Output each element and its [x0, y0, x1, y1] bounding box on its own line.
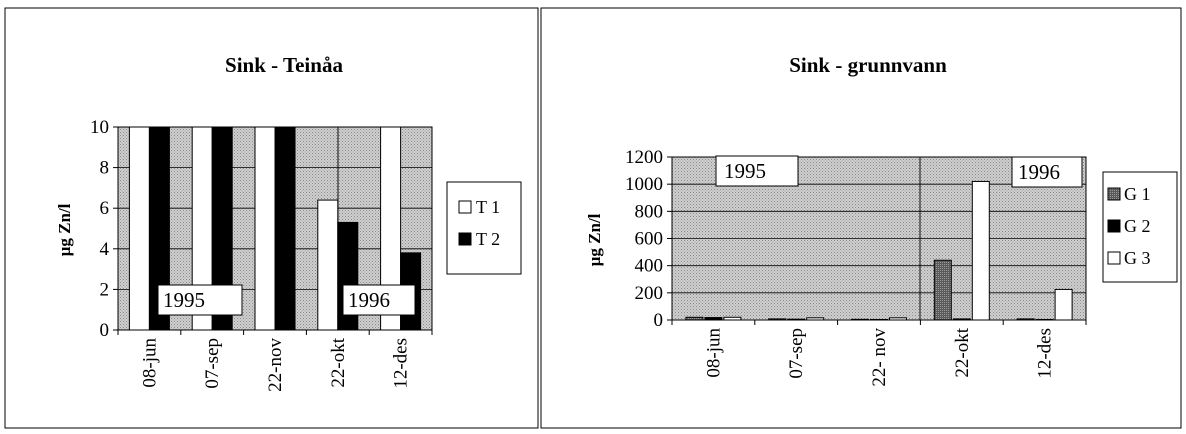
legend-1: T 1 T 2: [446, 181, 522, 275]
legend-2: G 1 G 2 G 3: [1102, 171, 1178, 283]
bar-g2-3: [952, 318, 971, 321]
legend-swatch-t2: [458, 232, 472, 246]
bar-g1-0: [685, 316, 704, 321]
y-tick-label: 1200: [625, 147, 663, 168]
svg-text:1995: 1995: [163, 288, 205, 312]
chart-title-1: Sink - Teinåa: [225, 53, 343, 77]
x-tick-label: 08-jun: [703, 328, 724, 378]
bar-t2-1: [211, 126, 233, 331]
legend-swatch-g3: [1107, 251, 1121, 265]
x-tick-label: 22-okt: [952, 327, 973, 377]
x-tick-label: 22-okt: [328, 337, 349, 387]
bar-t1-2: [254, 126, 276, 331]
legend-label-t2: T 2: [476, 229, 500, 249]
legend-label-g2: G 2: [1124, 216, 1151, 236]
y-tick-label: 4: [100, 239, 110, 260]
x-tick-label: 08-jun: [139, 338, 160, 388]
bar-g3-2: [889, 317, 907, 321]
y-tick-label: 0: [654, 310, 664, 331]
y-tick-label: 10: [90, 117, 109, 138]
legend-label-g3: G 3: [1124, 248, 1151, 268]
svg-text:1995: 1995: [724, 159, 766, 183]
svg-text:1996: 1996: [1018, 160, 1060, 184]
x-tick-label: 12-des: [391, 338, 412, 389]
y-tick-label: 6: [100, 198, 110, 219]
legend-swatch-g2: [1107, 219, 1121, 233]
bar-t1-4: [380, 126, 402, 331]
bar-g1-4: [1016, 318, 1035, 321]
x-tick-label: 12-des: [1035, 328, 1056, 379]
y-axis-label-1: µg Zn/l: [55, 203, 74, 256]
bar-g2-1: [787, 318, 806, 321]
y-tick-label: 2: [100, 279, 110, 300]
bar-g3-3: [971, 180, 990, 321]
x-tick-label: 22- nov: [869, 328, 890, 387]
x-tick-label: 22-nov: [265, 338, 286, 392]
bar-g2-2: [870, 318, 888, 321]
annotation-1996-chart1: 1996: [342, 284, 416, 316]
bar-g1-3: [933, 259, 952, 321]
legend-label-t1: T 1: [476, 197, 500, 217]
bar-g1-1: [768, 318, 787, 321]
y-tick-label: 200: [635, 283, 664, 304]
y-tick-label: 0: [100, 320, 110, 341]
annotation-1995-chart2: 1995: [715, 155, 799, 187]
y-axis-label-2: µg Zn/l: [585, 213, 604, 266]
y-tick-label: 600: [635, 229, 664, 250]
legend-swatch-t1: [458, 200, 472, 214]
legend-swatch-g1: [1107, 187, 1121, 201]
annotation-1995-chart1: 1995: [157, 284, 243, 316]
bar-t2-0: [148, 126, 170, 331]
x-tick-label: 07-sep: [202, 338, 223, 389]
bar-g3-0: [723, 316, 742, 321]
bar-t2-2: [274, 126, 296, 331]
bar-t1-0: [128, 126, 150, 331]
bar-t1-3: [317, 199, 339, 331]
bar-g1-2: [851, 318, 869, 321]
bar-g3-1: [806, 317, 825, 321]
y-tick-label: 800: [635, 201, 664, 222]
svg-text:1996: 1996: [348, 288, 390, 312]
bar-g3-4: [1054, 288, 1073, 321]
y-tick-label: 400: [635, 256, 664, 277]
annotation-1996-chart2: 1996: [1011, 156, 1083, 188]
bar-g2-4: [1035, 318, 1054, 321]
legend-label-g1: G 1: [1124, 184, 1151, 204]
y-tick-label: 1000: [625, 174, 663, 195]
chart-title-2: Sink - grunnvann: [789, 53, 947, 77]
bar-g2-0: [704, 317, 723, 321]
x-tick-label: 07-sep: [786, 328, 807, 379]
y-tick-label: 8: [100, 158, 110, 179]
